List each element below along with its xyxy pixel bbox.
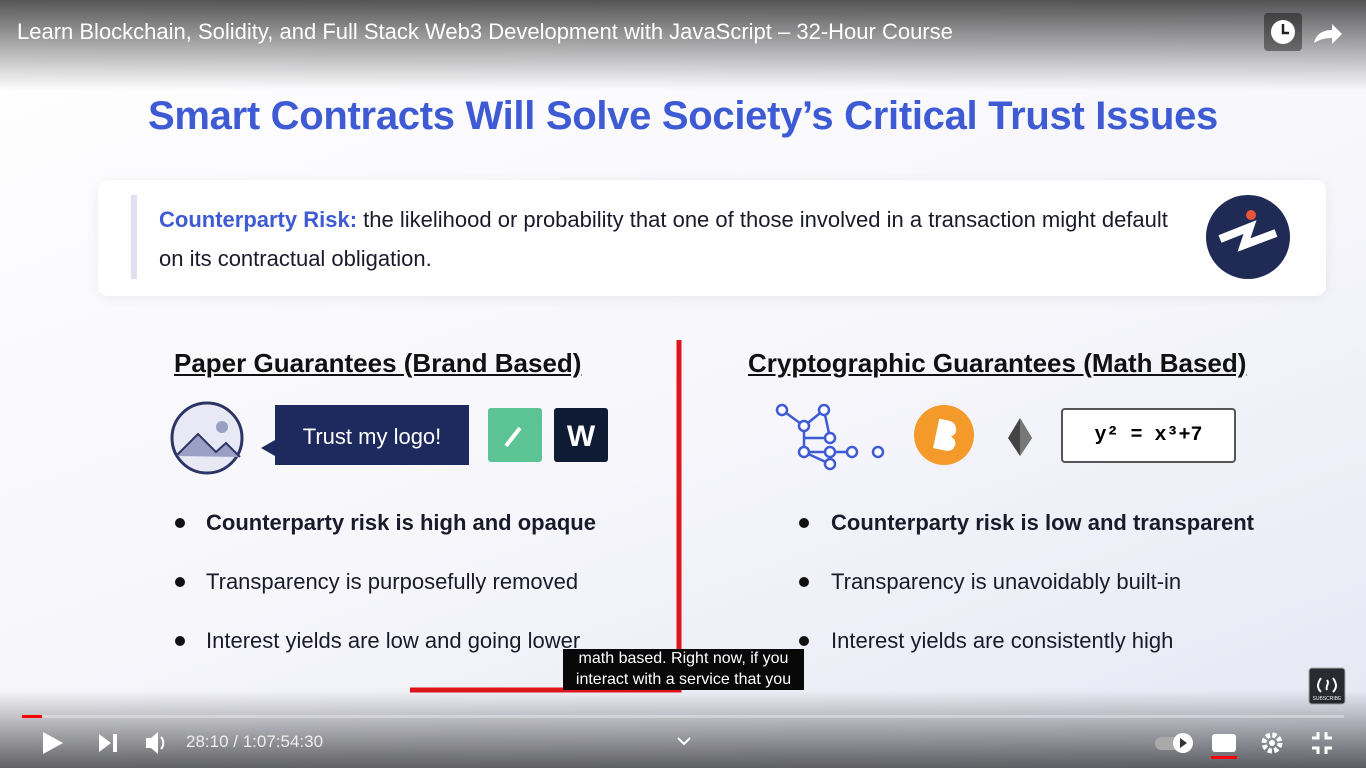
term: Counterparty Risk:	[159, 207, 358, 232]
progress-track[interactable]	[22, 715, 1344, 718]
right-heading: Cryptographic Guarantees (Math Based)	[748, 348, 1247, 378]
bullet: Transparency is purposefully removed	[206, 569, 579, 594]
next[interactable]	[99, 734, 117, 752]
logo-letter: W	[566, 420, 596, 453]
badge: Trust my logo!	[302, 424, 442, 449]
definition-box	[98, 180, 1326, 296]
bullet-dot	[175, 636, 185, 646]
quote-bar	[131, 195, 137, 279]
exit-fullscreen[interactable]	[1312, 732, 1332, 754]
bullet-dot	[799, 577, 809, 587]
bullet-dot	[799, 636, 809, 646]
controls	[22, 715, 1344, 759]
video-title[interactable]: Learn Blockchain, Solidity, and Full Sta…	[17, 19, 953, 44]
play[interactable]	[43, 732, 63, 754]
slide-title: Smart Contracts Will Solve Society’s Cri…	[147, 94, 1219, 138]
bullet: Interest yields are consistently high	[831, 628, 1174, 653]
brand-icons	[170, 401, 608, 475]
definition: Counterparty Risk: the likelihood or pro…	[159, 200, 1169, 278]
logo	[1206, 195, 1290, 279]
formula: y² = x³+7	[1094, 424, 1203, 447]
top-gradient	[0, 0, 1366, 90]
bullet: Transparency is unavoidably built-in	[831, 569, 1182, 594]
captions: math based. Right now, if you interact wi…	[563, 649, 804, 690]
caption-line: interact with a service that you	[575, 670, 792, 688]
progress-played	[22, 715, 42, 718]
definition-text: the likelihood or probability that one o…	[159, 207, 1168, 271]
bullet: Counterparty risk is low and transparent	[831, 510, 1254, 535]
settings[interactable]	[1261, 732, 1283, 754]
bullet-dot	[175, 518, 185, 528]
share[interactable]	[1314, 24, 1342, 44]
crypto-icons	[775, 403, 1236, 471]
caption-line: math based. Right now, if you	[578, 650, 789, 667]
top-icons	[1264, 13, 1342, 51]
bullet: Interest yields are low and going lower	[206, 628, 581, 653]
bullet-dot	[799, 518, 809, 528]
left-heading: Paper Guarantees (Brand Based)	[174, 348, 582, 378]
time: 28:10 / 1:07:54:30	[186, 732, 324, 751]
bottom-gradient	[0, 690, 1366, 768]
cc[interactable]	[1212, 734, 1236, 752]
bullet: Counterparty risk is high and opaque	[206, 510, 596, 535]
chapters[interactable]	[677, 737, 691, 746]
volume[interactable]	[146, 732, 158, 754]
bullet-dot	[175, 577, 185, 587]
